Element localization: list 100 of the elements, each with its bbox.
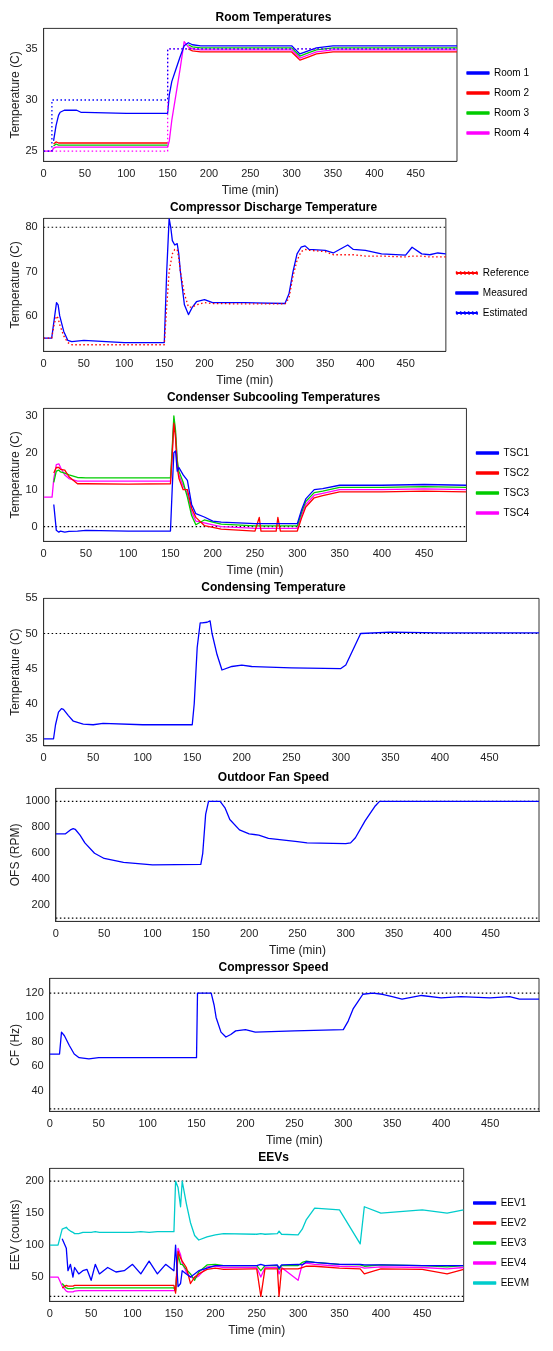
legend-label: EEV1 — [500, 1196, 527, 1208]
legend-label: Room 2 — [493, 86, 530, 98]
x-tick-label: 100 — [119, 547, 138, 560]
x-tick-label: 50 — [87, 751, 100, 764]
y-tick-label: 55 — [25, 591, 38, 604]
y-tick-label: 45 — [25, 661, 38, 674]
y-tick-label: 200 — [25, 1174, 44, 1187]
x-tick-label: 450 — [414, 547, 434, 560]
x-tick-label: 50 — [98, 927, 111, 940]
y-tick-label: 50 — [25, 626, 38, 639]
y-tick-label: 0 — [31, 519, 38, 532]
x-tick-label: 350 — [383, 1117, 402, 1130]
x-tick-label: 250 — [235, 357, 254, 370]
legend-label: EEV2 — [500, 1216, 527, 1228]
y-tick-label: 40 — [25, 696, 38, 709]
chart-title: Compressor Discharge Temperature — [169, 199, 378, 214]
y-tick-label: 30 — [25, 408, 38, 421]
x-axis-title: Time (min) — [221, 183, 279, 198]
x-tick-label: 100 — [123, 1307, 142, 1320]
x-axis-title: Time (min) — [226, 563, 284, 578]
x-axis-title: Time (min) — [268, 943, 326, 958]
x-tick-label: 400 — [356, 357, 375, 370]
x-axis-title: Time (min) — [265, 1133, 323, 1148]
y-tick-label: 80 — [31, 1034, 44, 1047]
legend-label: Room 1 — [493, 66, 530, 78]
x-tick-label: 300 — [336, 927, 355, 940]
y-tick-label: 100 — [25, 1238, 44, 1251]
y-tick-label: 30 — [25, 93, 38, 106]
legend-label: Reference — [482, 266, 530, 278]
legend-label: Room 4 — [493, 126, 530, 138]
x-tick-label: 200 — [236, 1117, 255, 1130]
x-tick-label: 150 — [158, 167, 177, 180]
x-tick-label: 200 — [232, 751, 251, 764]
y-tick-label: 50 — [31, 1270, 44, 1283]
y-tick-label: 40 — [31, 1083, 44, 1096]
y-tick-label: 100 — [25, 1010, 44, 1023]
y-tick-label: 20 — [25, 445, 38, 458]
x-tick-label: 350 — [330, 1307, 349, 1320]
legend-label: EEV4 — [500, 1256, 527, 1268]
y-tick-label: 120 — [25, 986, 44, 999]
y-tick-label: 1000 — [25, 794, 50, 807]
legend-label: Room 3 — [493, 106, 530, 118]
x-tick-label: 100 — [143, 927, 162, 940]
x-tick-label: 0 — [52, 927, 59, 940]
chart-title: Room Temperatures — [215, 9, 332, 24]
x-tick-label: 50 — [92, 1117, 105, 1130]
x-tick-label: 300 — [282, 167, 301, 180]
x-tick-label: 350 — [323, 167, 343, 180]
x-tick-label: 350 — [330, 547, 349, 560]
x-tick-label: 200 — [195, 357, 214, 370]
x-tick-label: 400 — [430, 751, 450, 764]
x-tick-label: 300 — [331, 751, 351, 764]
legend-label: Estimated — [482, 306, 528, 318]
x-tick-label: 150 — [164, 1307, 184, 1320]
y-tick-label: 200 — [31, 898, 50, 911]
y-tick-label: 70 — [25, 264, 38, 277]
x-tick-label: 450 — [480, 1117, 500, 1130]
chart-title: Compressor Speed — [218, 959, 329, 974]
x-tick-label: 150 — [155, 357, 174, 370]
x-axis-title: Time (min) — [228, 1323, 286, 1338]
x-tick-label: 400 — [372, 547, 392, 560]
x-tick-label: 100 — [133, 751, 152, 764]
legend-label: TSC3 — [503, 486, 530, 498]
x-tick-label: 150 — [161, 547, 180, 560]
x-tick-label: 300 — [288, 547, 307, 560]
x-tick-label: 450 — [480, 751, 499, 764]
x-tick-label: 200 — [199, 167, 219, 180]
y-axis-title: Temperature (C) — [7, 431, 22, 519]
y-tick-label: 400 — [31, 872, 50, 885]
y-tick-label: 60 — [25, 308, 38, 321]
x-tick-label: 150 — [191, 927, 210, 940]
x-tick-label: 350 — [381, 751, 400, 764]
y-tick-label: 25 — [25, 144, 38, 157]
x-axis-title: Time (min) — [216, 373, 274, 388]
x-tick-label: 250 — [241, 167, 260, 180]
y-axis-title: EEV (counts) — [7, 1199, 22, 1271]
x-tick-label: 400 — [371, 1307, 391, 1320]
x-tick-label: 50 — [79, 547, 93, 560]
x-tick-label: 400 — [433, 927, 452, 940]
y-tick-label: 35 — [25, 41, 38, 54]
y-axis-title: Temperature (C) — [7, 51, 22, 139]
y-tick-label: 35 — [25, 731, 38, 744]
legend-label: EEV3 — [500, 1236, 527, 1248]
x-tick-label: 250 — [285, 1117, 304, 1130]
y-tick-label: 10 — [25, 482, 38, 495]
x-tick-label: 400 — [431, 1117, 451, 1130]
y-tick-label: 150 — [25, 1206, 44, 1219]
y-axis-title: OFS (RPM) — [7, 823, 22, 887]
x-tick-label: 250 — [282, 751, 301, 764]
x-tick-label: 50 — [85, 1307, 98, 1320]
x-tick-label: 350 — [316, 357, 335, 370]
y-tick-label: 80 — [25, 220, 38, 233]
x-tick-label: 150 — [187, 1117, 206, 1130]
y-axis-title: Temperature (C) — [7, 241, 22, 329]
x-tick-label: 200 — [203, 547, 222, 560]
chart-title: Outdoor Fan Speed — [217, 769, 330, 784]
legend-label: TSC2 — [503, 466, 530, 478]
x-tick-label: 250 — [245, 547, 265, 560]
y-tick-label: 800 — [31, 820, 50, 833]
x-tick-label: 200 — [239, 927, 259, 940]
